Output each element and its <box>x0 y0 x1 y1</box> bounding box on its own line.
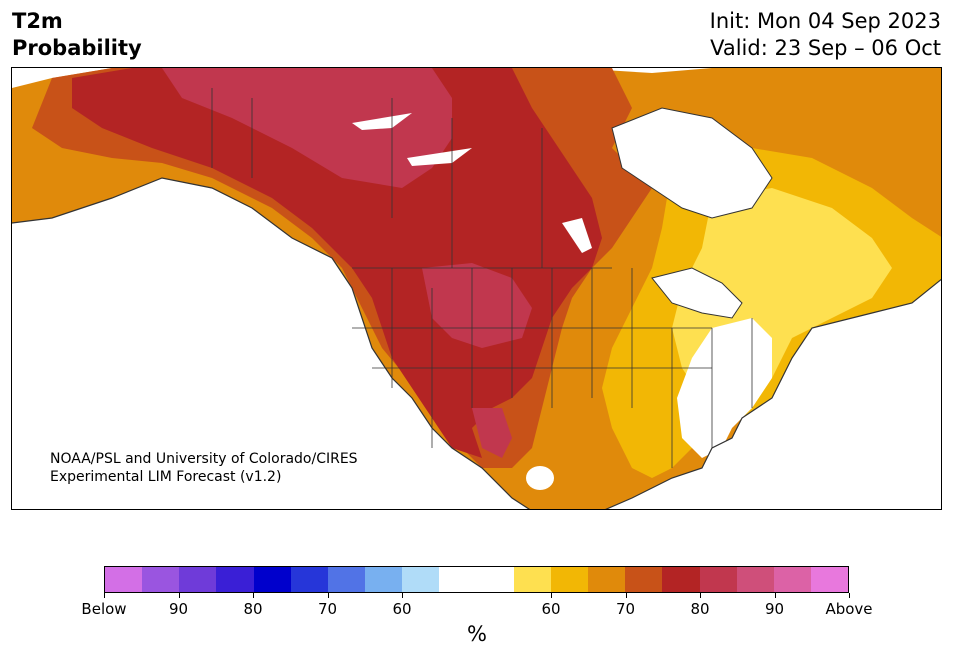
colorbar-tick-mark <box>551 593 552 598</box>
lake-winnipeg <box>562 218 592 253</box>
colorbar-segment <box>550 567 589 592</box>
colorbar-segment <box>588 567 626 592</box>
great-slave-lake <box>407 148 472 166</box>
colorbar-tick-mark <box>178 593 180 598</box>
forecast-dates: Init: Mon 04 Sep 2023 Valid: 23 Sep – 06… <box>710 8 941 62</box>
colorbar-tick-label: 90 <box>168 600 189 618</box>
colorbar-tick-mark <box>253 593 254 598</box>
colorbar-segment <box>736 567 774 592</box>
colorbar-segment <box>253 567 291 592</box>
map-title: T2m Probability <box>12 8 142 62</box>
colorbar-tick-mark <box>327 593 329 598</box>
colorbar-tick-mark <box>625 593 627 598</box>
mexico-neutral-spot <box>526 466 554 490</box>
borders <box>211 88 753 468</box>
great-lakes <box>651 267 743 319</box>
colorbar-segment <box>105 567 143 592</box>
colorbar-segment <box>773 567 811 592</box>
colorbar-segment <box>439 567 477 592</box>
colorbar-segment <box>216 567 254 592</box>
land-region-80 <box>72 68 602 458</box>
colorbar-tick-label: 90 <box>764 600 785 618</box>
great-bear-lake <box>352 113 412 130</box>
colorbar-segment <box>662 567 700 592</box>
colorbar-segment <box>402 567 440 592</box>
title-line-1: T2m <box>12 9 63 33</box>
colorbar-tick-label: 80 <box>243 600 263 618</box>
colorbar-unit: % <box>467 622 487 646</box>
colorbar-segment <box>699 567 737 592</box>
credit-line-1: NOAA/PSL and University of Colorado/CIRE… <box>50 451 358 467</box>
credit-line-2: Experimental LIM Forecast (v1.2) <box>50 469 282 485</box>
colorbar <box>104 566 849 593</box>
colorbar-tick-label: 60 <box>392 600 412 618</box>
title-line-2: Probability <box>12 36 142 60</box>
land-region-neutral <box>677 318 772 458</box>
colorbar-tick-label: Above <box>825 600 873 618</box>
hudson-bay <box>611 107 773 219</box>
colorbar-tick-mark <box>402 593 403 598</box>
init-date: Init: Mon 04 Sep 2023 <box>709 9 941 33</box>
colorbar-segment <box>513 567 551 592</box>
land-region-85 <box>162 68 452 188</box>
colorbar-segment <box>179 567 217 592</box>
colorbar-segment <box>142 567 180 592</box>
land-region-85-west <box>422 263 532 348</box>
colorbar-tick-label: 80 <box>690 600 710 618</box>
colorbar-segment <box>290 567 328 592</box>
colorbar-tick-label: 60 <box>541 600 561 618</box>
colorbar-tick-mark <box>104 593 105 598</box>
colorbar-segment <box>327 567 366 592</box>
map-canvas <box>12 68 941 509</box>
colorbar-segment <box>810 567 849 592</box>
colorbar-tick-label: Below <box>81 600 127 618</box>
colorbar-tick-mark <box>774 593 776 598</box>
land-region-85-south <box>472 408 512 458</box>
colorbar-tick-mark <box>700 593 701 598</box>
colorbar-tick-mark <box>849 593 850 598</box>
colorbar-segment <box>365 567 403 592</box>
data-credit: NOAA/PSL and University of Colorado/CIRE… <box>50 450 358 486</box>
colorbar-segment <box>625 567 663 592</box>
coastline <box>12 177 941 509</box>
colorbar-tick-label: 70 <box>317 600 338 618</box>
colorbar-segment <box>476 567 514 592</box>
valid-date: Valid: 23 Sep – 06 Oct <box>710 36 941 60</box>
forecast-map: NOAA/PSL and University of Colorado/CIRE… <box>11 67 942 510</box>
colorbar-tick-label: 70 <box>615 600 636 618</box>
